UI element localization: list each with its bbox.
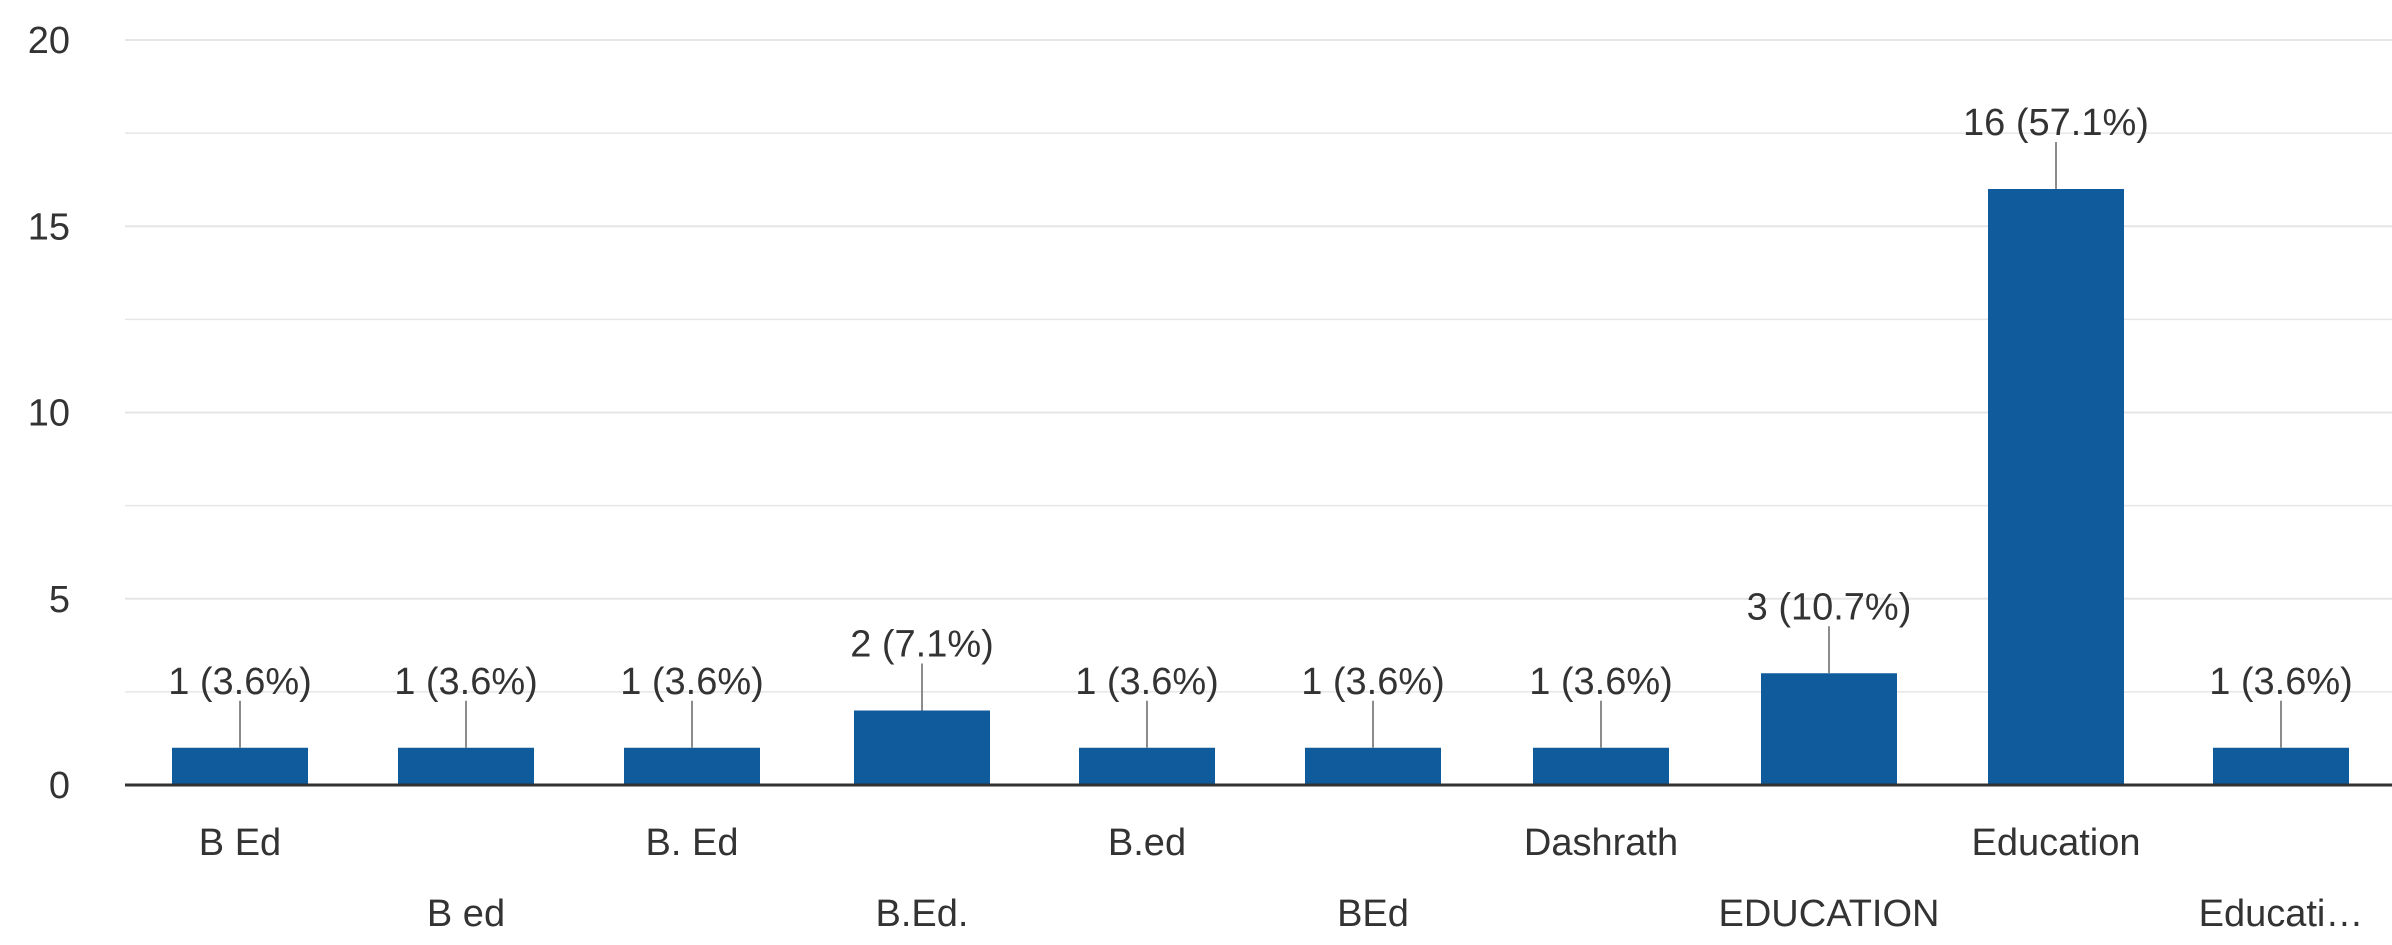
x-category-label: Dashrath bbox=[1524, 822, 1678, 864]
x-category-label: Education bbox=[1971, 822, 2140, 864]
data-label: 1 (3.6%) bbox=[394, 661, 538, 703]
x-category-label: B ed bbox=[427, 893, 505, 935]
data-label: 1 (3.6%) bbox=[1529, 661, 1673, 703]
y-tick-label: 20 bbox=[28, 20, 70, 62]
data-label: 3 (10.7%) bbox=[1747, 586, 1912, 628]
data-label: 1 (3.6%) bbox=[1301, 661, 1445, 703]
y-tick-label: 0 bbox=[49, 765, 70, 807]
bar bbox=[2213, 747, 2349, 785]
data-label: 16 (57.1%) bbox=[1963, 102, 2149, 144]
y-tick-label: 5 bbox=[49, 579, 70, 621]
axis-layer: 0 5 10 15 20 bbox=[28, 20, 2392, 807]
x-category-label: EDUCATION bbox=[1719, 893, 1940, 935]
label-layer: 1 (3.6%) B Ed 1 (3.6%) B ed 1 (3.6%) B. Ed 2 (… bbox=[168, 102, 2363, 935]
x-category-label: B.ed bbox=[1108, 822, 1186, 864]
x-category-label: B.Ed. bbox=[876, 893, 969, 935]
bar bbox=[1079, 747, 1215, 785]
grid-layer bbox=[125, 39, 2392, 693]
bar bbox=[1533, 747, 1669, 785]
data-label: 1 (3.6%) bbox=[1075, 661, 1219, 703]
data-label: 1 (3.6%) bbox=[168, 661, 312, 703]
x-category-label: B Ed bbox=[199, 822, 281, 864]
y-tick-label: 15 bbox=[28, 206, 70, 248]
x-category-label: B. Ed bbox=[646, 822, 739, 864]
bar bbox=[1761, 673, 1897, 785]
data-label: 1 (3.6%) bbox=[620, 661, 764, 703]
x-category-label: BEd bbox=[1337, 893, 1409, 935]
y-tick-label: 10 bbox=[28, 393, 70, 435]
bar-layer bbox=[172, 189, 2349, 785]
bar bbox=[1305, 747, 1441, 785]
data-label: 2 (7.1%) bbox=[850, 624, 994, 666]
bar bbox=[1988, 189, 2124, 785]
bar bbox=[398, 747, 534, 785]
x-category-label: Educati… bbox=[2199, 893, 2364, 935]
bar bbox=[172, 747, 308, 785]
bar bbox=[624, 747, 760, 785]
bar bbox=[854, 710, 990, 785]
data-label: 1 (3.6%) bbox=[2209, 661, 2353, 703]
